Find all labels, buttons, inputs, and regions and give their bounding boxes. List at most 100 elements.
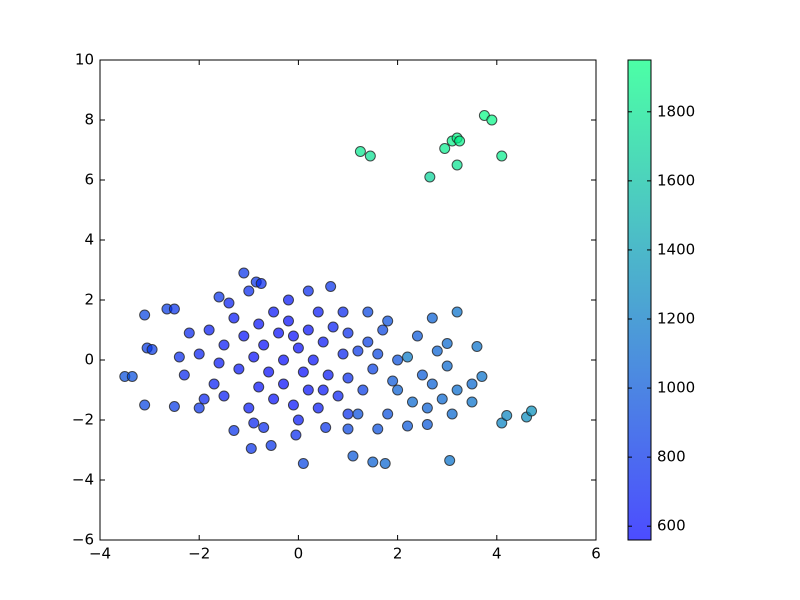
point xyxy=(218,339,230,351)
point xyxy=(392,354,404,366)
point xyxy=(243,285,255,297)
point xyxy=(439,143,451,154)
point xyxy=(402,420,414,432)
point xyxy=(451,384,463,396)
point xyxy=(362,336,374,348)
point xyxy=(317,336,329,348)
colorbar-tick-label: 1600 xyxy=(657,171,695,189)
point xyxy=(238,330,250,342)
point xyxy=(302,324,314,336)
point xyxy=(273,327,285,339)
point xyxy=(364,150,376,162)
point xyxy=(193,348,205,360)
point xyxy=(466,396,478,408)
y-tick-label: 8 xyxy=(84,111,94,129)
point xyxy=(233,363,245,375)
point xyxy=(203,324,215,336)
point xyxy=(287,399,299,411)
point xyxy=(362,306,374,318)
point xyxy=(302,285,314,297)
point xyxy=(297,366,309,378)
point xyxy=(218,390,230,402)
point xyxy=(431,345,443,357)
y-tick-label: −4 xyxy=(72,471,94,489)
point xyxy=(372,423,384,435)
point xyxy=(421,419,433,430)
point xyxy=(466,378,478,390)
point xyxy=(173,351,185,363)
point xyxy=(292,342,304,354)
x-tick-label: −4 xyxy=(89,545,111,563)
point xyxy=(382,408,394,420)
point xyxy=(223,297,235,309)
point xyxy=(367,363,379,375)
y-tick-label: −6 xyxy=(72,531,94,549)
point xyxy=(402,351,414,363)
point xyxy=(302,384,314,396)
point xyxy=(292,414,304,426)
point xyxy=(312,306,324,318)
point xyxy=(342,423,354,435)
point xyxy=(238,267,250,279)
point xyxy=(290,429,302,441)
y-tick-label: 2 xyxy=(84,291,94,309)
point xyxy=(454,135,466,147)
point xyxy=(139,399,151,411)
point xyxy=(426,312,438,324)
point xyxy=(168,303,180,315)
colorbar xyxy=(627,59,652,541)
colorbar-tick-label: 1200 xyxy=(657,309,695,327)
point xyxy=(297,458,309,469)
colorbar-tick-label: 800 xyxy=(657,448,686,466)
point xyxy=(347,450,359,462)
point xyxy=(476,371,488,382)
point xyxy=(139,309,151,321)
point xyxy=(322,369,334,381)
point xyxy=(342,372,354,384)
point xyxy=(444,455,456,466)
point xyxy=(342,327,354,339)
colorbar-tick-label: 600 xyxy=(657,517,686,535)
x-tick-label: 2 xyxy=(393,545,403,563)
point xyxy=(352,345,364,357)
point xyxy=(357,384,369,396)
point xyxy=(317,384,329,396)
point xyxy=(258,339,270,351)
x-tick-label: 4 xyxy=(492,545,502,563)
y-tick-label: 6 xyxy=(84,171,94,189)
point xyxy=(337,348,349,360)
point xyxy=(436,393,448,405)
point xyxy=(126,371,138,382)
point xyxy=(496,417,508,429)
point xyxy=(228,312,240,324)
point xyxy=(253,381,265,393)
point xyxy=(320,422,332,433)
point xyxy=(446,408,458,420)
point xyxy=(255,278,267,289)
colorbar-tick-label: 1800 xyxy=(657,102,695,120)
point xyxy=(332,390,344,402)
point xyxy=(213,357,225,369)
point xyxy=(325,281,337,292)
point xyxy=(168,401,180,412)
point xyxy=(372,348,384,360)
point xyxy=(352,408,364,420)
point xyxy=(178,369,190,381)
point xyxy=(243,402,255,414)
point xyxy=(421,402,433,414)
point xyxy=(282,294,294,306)
point xyxy=(501,410,513,421)
point xyxy=(146,344,158,355)
point xyxy=(248,417,260,429)
point xyxy=(337,306,349,318)
y-tick-label: 0 xyxy=(84,351,94,369)
point xyxy=(424,171,436,183)
point xyxy=(496,150,508,162)
point xyxy=(312,402,324,414)
point xyxy=(282,315,294,327)
point xyxy=(382,315,394,327)
point xyxy=(198,393,210,405)
point xyxy=(228,425,240,436)
point xyxy=(426,378,438,390)
point xyxy=(406,396,418,408)
